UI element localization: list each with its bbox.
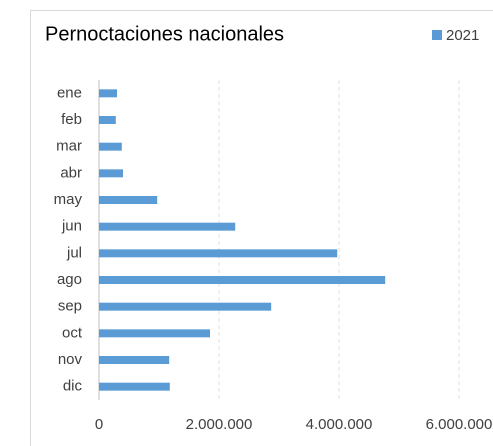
y-tick-label: oct [62,324,83,341]
bar [99,196,158,204]
bar [99,382,170,391]
bar [99,356,170,364]
y-tick-label: abr [60,164,82,181]
bar [99,302,272,311]
bar [99,329,210,338]
x-tick-label: 0 [95,416,103,433]
bar [99,276,386,284]
bar [99,249,338,258]
bar [99,142,122,151]
bar [99,89,117,98]
y-tick-label: jul [66,244,82,261]
bar [99,222,236,231]
y-tick-label: ago [57,271,82,288]
x-tick-label: 6.000.000 [426,416,493,433]
x-tick-label: 2.000.000 [186,416,253,433]
y-tick-label: feb [61,111,82,128]
y-tick-label: ene [57,84,82,101]
bar [99,116,116,124]
y-tick-label: sep [58,298,82,315]
legend-label: 2021 [446,27,479,44]
y-tick-label: nov [58,351,83,368]
y-tick-label: dic [63,378,83,395]
chart-title: Pernoctaciones nacionales [45,23,284,45]
y-tick-label: mar [56,138,82,155]
y-tick-label: jun [61,218,82,235]
x-tick-label: 4.000.000 [306,416,373,433]
y-tick-label: may [54,191,83,208]
bar [99,169,123,178]
legend-swatch [432,30,442,40]
